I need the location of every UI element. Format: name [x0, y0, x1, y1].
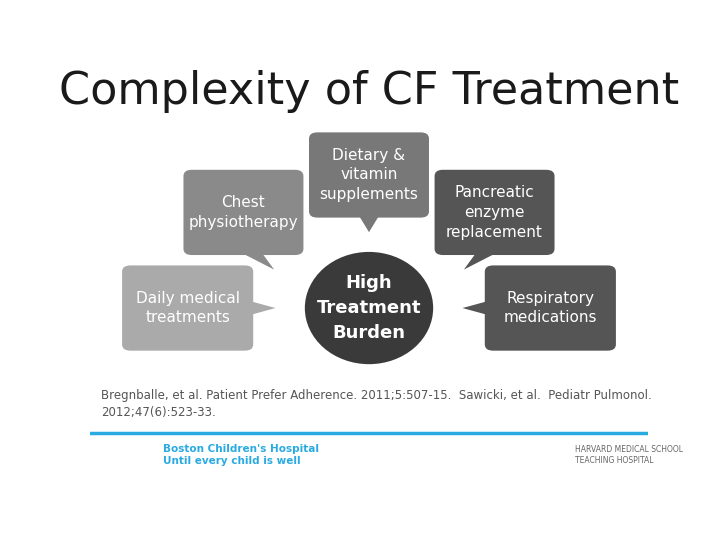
- FancyBboxPatch shape: [184, 170, 303, 255]
- FancyBboxPatch shape: [435, 170, 554, 255]
- Polygon shape: [355, 210, 383, 232]
- Polygon shape: [242, 299, 276, 317]
- FancyBboxPatch shape: [309, 132, 429, 218]
- Ellipse shape: [305, 252, 433, 364]
- Text: Complexity of CF Treatment: Complexity of CF Treatment: [59, 70, 679, 113]
- Polygon shape: [464, 247, 508, 269]
- Text: Chest
physiotherapy: Chest physiotherapy: [189, 195, 298, 230]
- Text: Bregnballe, et al. Patient Prefer Adherence. 2011;5:507-15.  Sawicki, et al.  Pe: Bregnballe, et al. Patient Prefer Adhere…: [101, 389, 652, 419]
- Text: Respiratory
medications: Respiratory medications: [503, 291, 597, 326]
- Text: Daily medical
treatments: Daily medical treatments: [135, 291, 240, 326]
- FancyBboxPatch shape: [485, 266, 616, 350]
- Text: High
Treatment
Burden: High Treatment Burden: [317, 274, 421, 342]
- Text: Boston Children's Hospital
Until every child is well: Boston Children's Hospital Until every c…: [163, 444, 318, 466]
- Text: Pancreatic
enzyme
replacement: Pancreatic enzyme replacement: [446, 185, 543, 240]
- FancyBboxPatch shape: [122, 266, 253, 350]
- Polygon shape: [462, 299, 496, 317]
- Polygon shape: [230, 247, 274, 269]
- Text: HARVARD MEDICAL SCHOOL
TEACHING HOSPITAL: HARVARD MEDICAL SCHOOL TEACHING HOSPITAL: [575, 445, 683, 465]
- Text: Dietary &
vitamin
supplements: Dietary & vitamin supplements: [320, 147, 418, 202]
